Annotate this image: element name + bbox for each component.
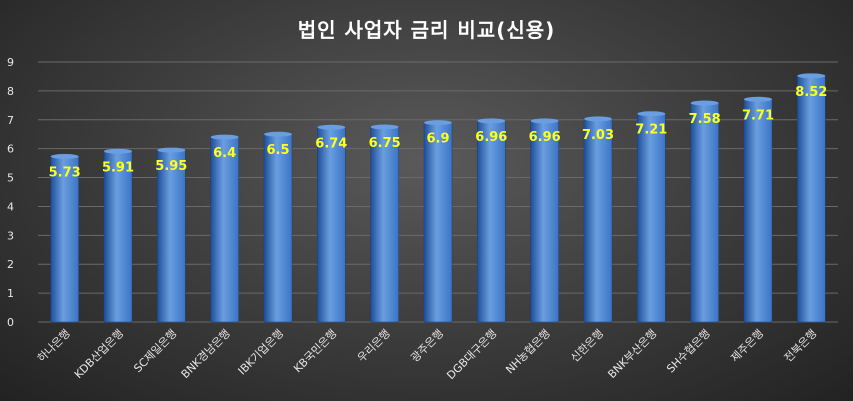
bar <box>423 122 453 323</box>
bar-cap <box>530 118 559 124</box>
bar-cap <box>584 116 612 122</box>
bar <box>317 127 346 323</box>
bar-cap <box>637 111 666 117</box>
category-label: KB국민은행 <box>291 327 339 375</box>
bar-cap <box>424 120 452 126</box>
bars <box>50 73 826 323</box>
bar <box>637 113 666 323</box>
data-label: 7.71 <box>742 108 774 123</box>
category-label: BNK경남은행 <box>179 327 233 381</box>
bar <box>370 126 399 323</box>
y-tick-label: 4 <box>7 200 14 213</box>
bar-cap <box>744 96 772 102</box>
data-label: 6.75 <box>369 136 401 151</box>
category-label: 제주은행 <box>728 327 766 365</box>
y-tick-label: 5 <box>7 172 14 185</box>
bar-cap <box>50 153 79 159</box>
category-label: SH수협은행 <box>664 327 713 376</box>
bar-cap <box>370 124 399 130</box>
category-label: 하나은행 <box>34 326 73 365</box>
bar <box>263 133 293 323</box>
y-tick-label: 6 <box>7 143 14 156</box>
bar <box>210 136 239 323</box>
y-tick-label: 3 <box>7 229 14 242</box>
bar-cap <box>477 118 506 124</box>
bar <box>103 151 133 323</box>
y-axis: 0 1 2 3 4 5 6 7 8 9 <box>7 56 14 329</box>
y-tick-label: 7 <box>7 114 14 127</box>
x-axis: 하나은행 KDB산업은행 SC제일은행 BNK경남은행 IBK기업은행 KB국민은행 우리은… <box>34 326 819 382</box>
chart-title: 법인 사업자 금리 비교(신용) <box>297 18 556 42</box>
bar <box>50 156 79 323</box>
data-label: 8.52 <box>795 85 827 100</box>
category-label: DGB대구은행 <box>444 327 499 382</box>
y-tick-label: 0 <box>7 316 14 329</box>
data-label: 5.91 <box>102 160 134 175</box>
data-label: 6.96 <box>475 130 507 145</box>
bar-cap <box>264 131 292 137</box>
data-label: 6.96 <box>529 130 561 145</box>
bar-cap <box>797 73 826 79</box>
category-label: SC제일은행 <box>131 326 180 375</box>
data-label: 5.95 <box>155 159 187 174</box>
y-tick-label: 9 <box>7 56 14 69</box>
category-label: 광주은행 <box>408 327 446 365</box>
y-tick-label: 2 <box>7 258 14 271</box>
bar <box>157 149 186 323</box>
category-label: NH농협은행 <box>503 327 552 376</box>
bar-cap <box>690 100 719 106</box>
bar <box>743 99 773 323</box>
bar <box>797 75 826 323</box>
category-label: 우리은행 <box>355 327 393 365</box>
category-label: 신한은행 <box>568 327 606 365</box>
bar <box>530 120 559 323</box>
category-label: 전북은행 <box>782 327 820 365</box>
data-label: 6.5 <box>266 143 289 158</box>
bar-cap <box>317 124 346 130</box>
category-label: IBK기업은행 <box>236 327 287 378</box>
bar <box>583 118 613 323</box>
bar <box>477 120 506 323</box>
bar-cap <box>104 148 132 154</box>
bar <box>690 102 719 323</box>
data-label: 7.21 <box>635 123 667 138</box>
data-label: 6.4 <box>213 146 236 161</box>
category-label: BNK부산은행 <box>605 327 659 381</box>
data-label: 6.9 <box>426 132 449 147</box>
data-label: 7.03 <box>582 128 614 143</box>
data-label: 7.58 <box>689 112 721 127</box>
data-label: 5.73 <box>49 165 81 180</box>
y-tick-label: 1 <box>7 287 14 300</box>
y-tick-label: 8 <box>7 85 14 98</box>
data-labels: 5.73 5.91 5.95 6.4 6.5 6.74 6.75 6.9 6.96 6.96 7.0… <box>49 85 828 181</box>
data-label: 6.74 <box>315 136 347 151</box>
bar-cap <box>210 134 239 140</box>
bar-cap <box>157 147 186 153</box>
category-label: KDB산업은행 <box>72 327 126 381</box>
